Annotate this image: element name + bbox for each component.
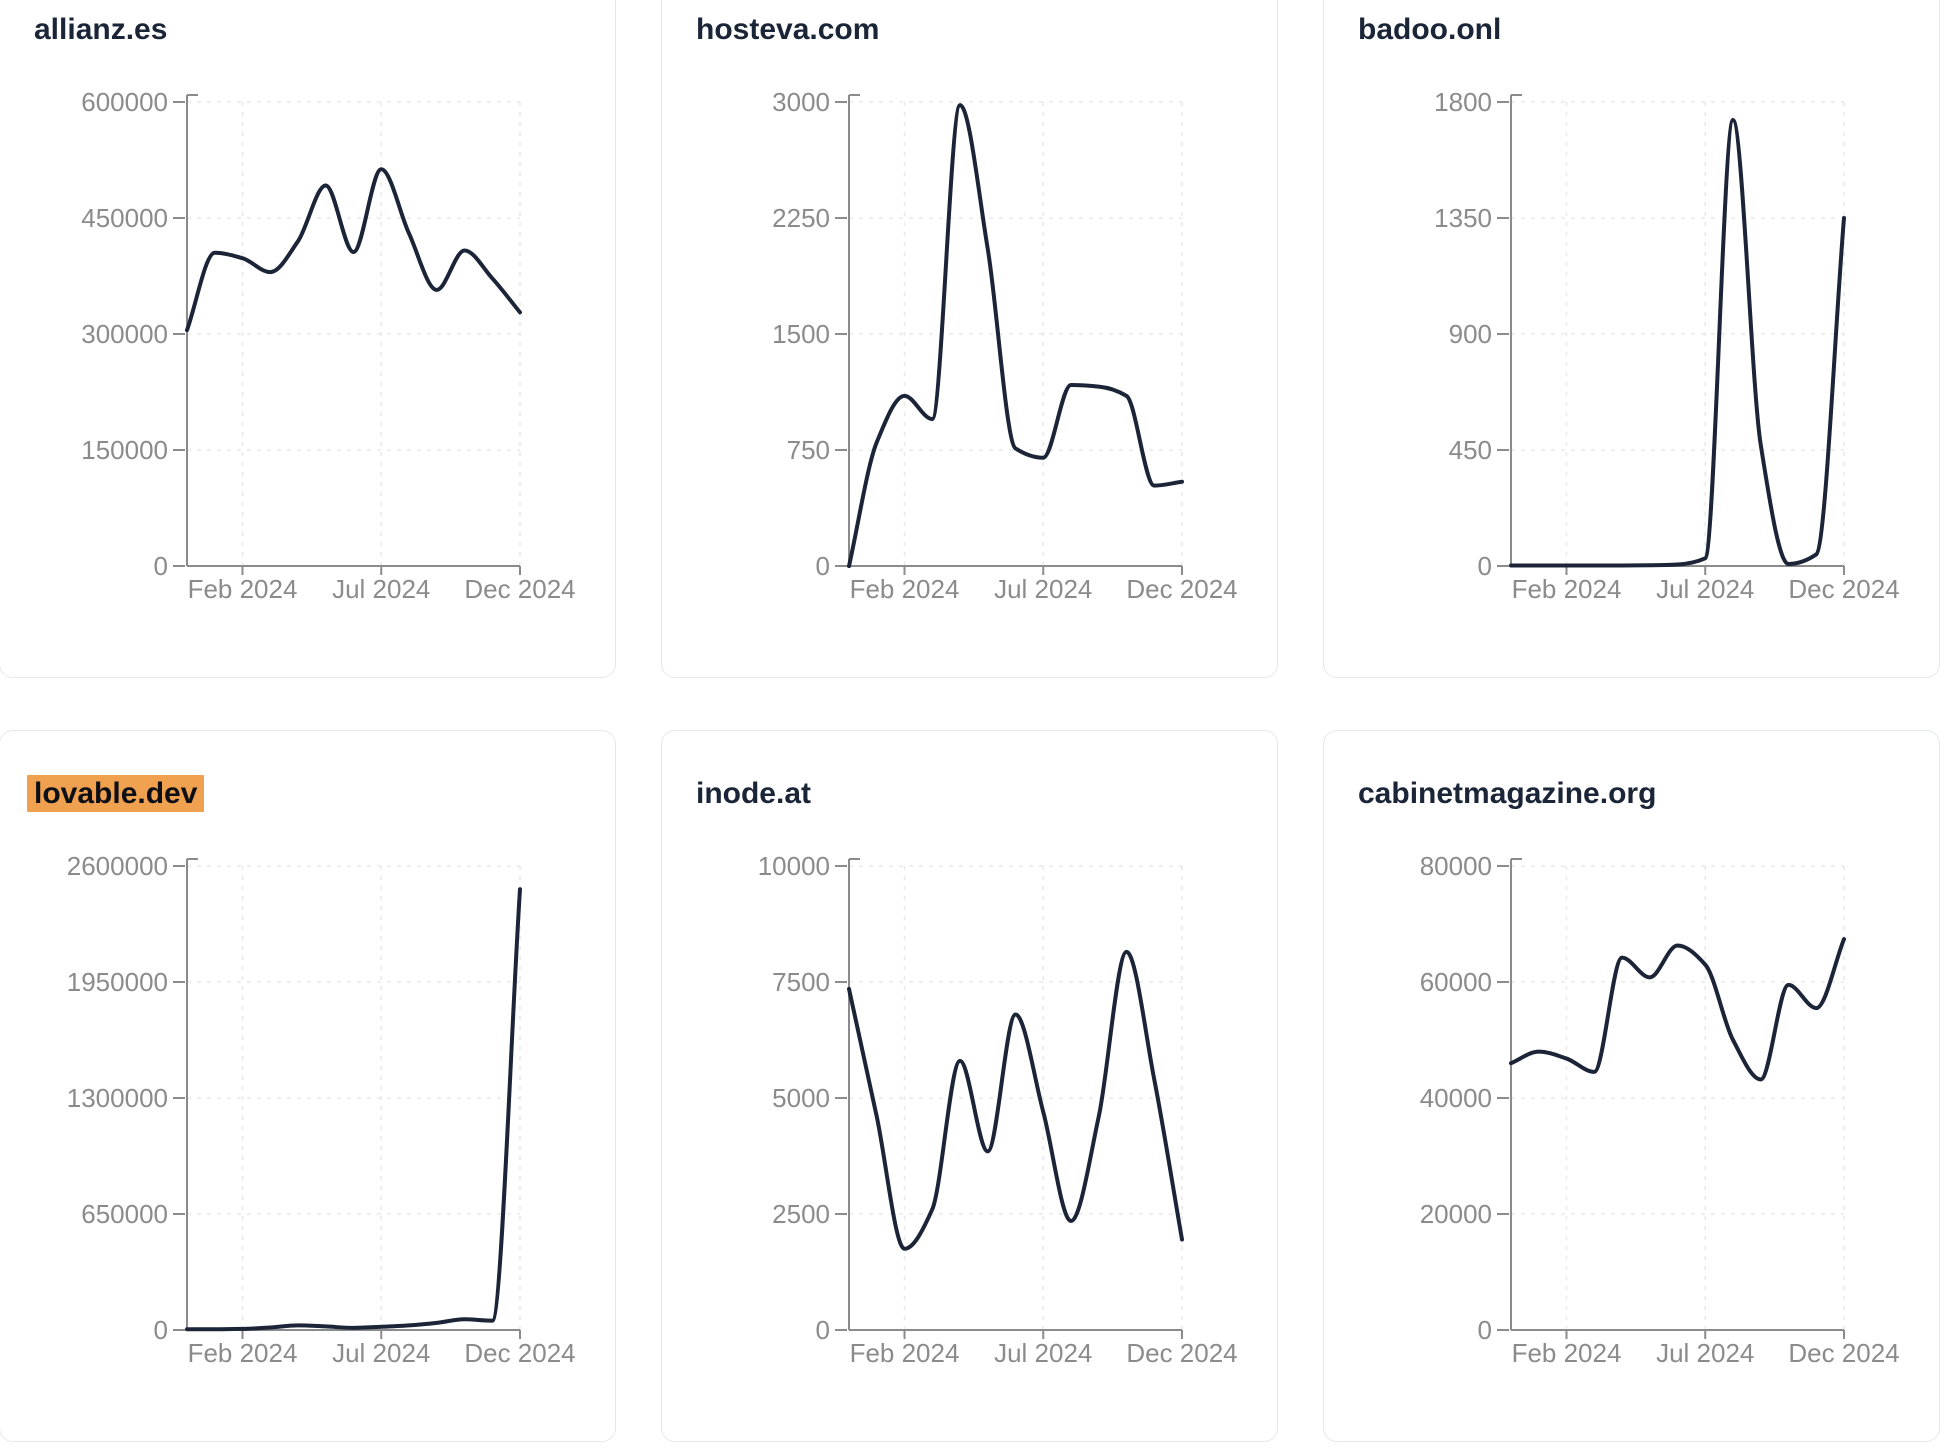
y-tick-label: 650000 [81,1199,168,1229]
y-tick-label: 0 [816,1315,830,1345]
x-tick-label: Dec 2024 [1788,574,1899,604]
line-chart: 0 750 1500 2250 3000 Feb 2024 Jul 2024 Dec 2024 [772,87,1238,604]
series-line [1509,118,1846,568]
chart-title: inode.at [696,777,812,810]
line-chart: 0 2500 5000 7500 10000 Feb 2024 Jul 2024 Dec 20… [758,851,1238,1368]
y-tick-label: 2250 [772,203,830,233]
y-tick-label: 450 [1449,435,1492,465]
domain-chart-card[interactable]: inode.at 0 2500 5000 7500 10000 Feb 2024 Jul 2… [661,730,1278,1442]
y-tick-label: 60000 [1420,967,1492,997]
y-tick-label: 1350 [1434,203,1492,233]
y-tick-label: 7500 [772,967,830,997]
x-tick-label: Feb 2024 [1512,1338,1622,1368]
x-tick-label: Jul 2024 [332,1338,430,1368]
domain-chart-card[interactable]: badoo.onl 0 450 900 1350 1800 Feb 2024 Jul 202… [1323,0,1940,678]
x-tick-label: Jul 2024 [1656,1338,1754,1368]
chart-title highlighted-chart-title: lovable.dev [27,775,205,812]
chart-title: cabinetmagazine.org [1358,777,1657,810]
chart-title: badoo.onl [1358,13,1502,46]
line-chart: 0 20000 40000 60000 80000 Feb 2024 Jul 2024 Dec… [1420,851,1900,1368]
domain-chart-card[interactable]: allianz.es 0 150000 300000 450000 600000 Feb … [0,0,616,678]
y-tick-label: 1800 [1434,87,1492,117]
y-tick-label: 450000 [81,203,168,233]
y-tick-label: 1500 [772,319,830,349]
series-line [847,103,1184,568]
chart-title: hosteva.com [696,13,880,46]
x-tick-label: Dec 2024 [1788,1338,1899,1368]
x-tick-label: Feb 2024 [850,1338,960,1368]
domain-chart-card[interactable]: hosteva.com 0 750 1500 2250 3000 Feb 2024 Jul … [661,0,1278,678]
line-chart: 0 450 900 1350 1800 Feb 2024 Jul 2024 Dec 2024 [1434,87,1900,604]
y-tick-label: 0 [154,551,168,581]
y-tick-label: 1950000 [67,967,168,997]
y-tick-label: 0 [816,551,830,581]
chart-title: allianz.es [34,13,168,46]
x-tick-label: Jul 2024 [994,1338,1092,1368]
domain-chart-card[interactable]: cabinetmagazine.org 0 20000 40000 60000 8000… [1323,730,1940,1442]
x-tick-label: Dec 2024 [464,1338,575,1368]
series-line [1509,937,1846,1082]
x-tick-label: Dec 2024 [1126,574,1237,604]
y-tick-label: 900 [1449,319,1492,349]
x-tick-label: Dec 2024 [464,574,575,604]
y-tick-label: 5000 [772,1083,830,1113]
series-line [185,167,522,333]
y-tick-label: 2500 [772,1199,830,1229]
line-chart: 0 150000 300000 450000 600000 Feb 2024 Jul 202… [81,87,575,604]
series-line [185,887,522,1332]
y-tick-label: 300000 [81,319,168,349]
domain-chart-card[interactable]: lovable.dev 0 650000 1300000 1950000 2600000… [0,730,616,1442]
x-tick-label: Feb 2024 [850,574,960,604]
y-tick-label: 20000 [1420,1199,1492,1229]
x-tick-label: Dec 2024 [1126,1338,1237,1368]
y-tick-label: 150000 [81,435,168,465]
x-tick-label: Jul 2024 [994,574,1092,604]
x-tick-label: Feb 2024 [1512,574,1622,604]
y-tick-label: 10000 [758,851,830,881]
y-tick-label: 750 [787,435,830,465]
y-tick-label: 3000 [772,87,830,117]
y-tick-label: 0 [1478,551,1492,581]
x-tick-label: Feb 2024 [188,574,298,604]
y-tick-label: 2600000 [67,851,168,881]
x-tick-label: Feb 2024 [188,1338,298,1368]
y-tick-label: 1300000 [67,1083,168,1113]
y-tick-label: 80000 [1420,851,1492,881]
y-tick-label: 0 [154,1315,168,1345]
y-tick-label: 40000 [1420,1083,1492,1113]
y-tick-label: 600000 [81,87,168,117]
x-tick-label: Jul 2024 [1656,574,1754,604]
series-line [847,949,1184,1251]
line-chart: 0 650000 1300000 1950000 2600000 Feb 2024 Jul … [67,851,576,1368]
y-tick-label: 0 [1478,1315,1492,1345]
x-tick-label: Jul 2024 [332,574,430,604]
